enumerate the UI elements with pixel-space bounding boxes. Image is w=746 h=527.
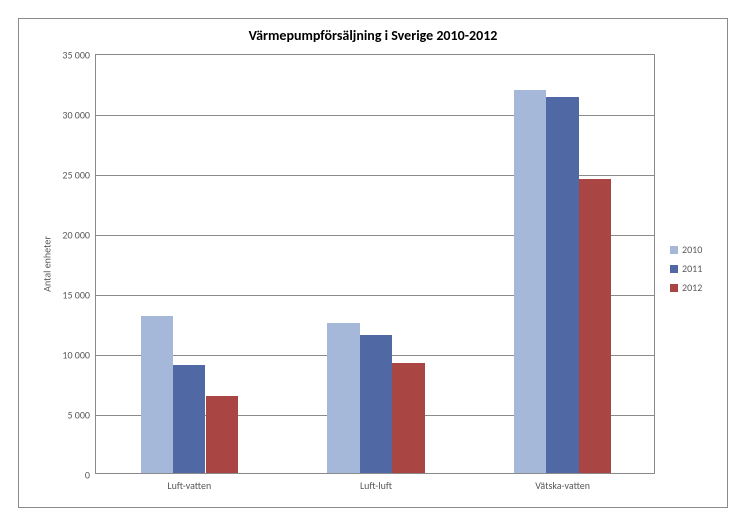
- x-tick-label: Luft-luft: [360, 479, 392, 492]
- y-tick-label: 5 000: [67, 409, 90, 422]
- legend-swatch: [670, 246, 678, 254]
- y-tick-label: 35 000: [62, 49, 90, 62]
- bar: [546, 97, 578, 473]
- legend-item: 2010: [670, 243, 702, 256]
- bar: [514, 90, 546, 473]
- bar: [173, 365, 205, 473]
- bar: [141, 316, 173, 473]
- legend-label: 2012: [682, 281, 702, 294]
- y-tick-label: 15 000: [62, 289, 90, 302]
- legend-item: 2012: [670, 281, 702, 294]
- chart-outer-border: Värmepumpförsäljning i Sverige 2010-2012…: [18, 18, 728, 508]
- bar: [327, 323, 359, 473]
- bar: [579, 179, 611, 473]
- legend: 2010 2011 2012: [670, 237, 702, 300]
- plot-area: 05 00010 00015 00020 00025 00030 00035 0…: [95, 54, 655, 474]
- legend-label: 2011: [682, 262, 702, 275]
- x-tick-label: Vätska-vatten: [535, 479, 590, 492]
- y-tick-label: 20 000: [62, 229, 90, 242]
- legend-label: 2010: [682, 243, 702, 256]
- y-tick-label: 30 000: [62, 109, 90, 122]
- chart-title: Värmepumpförsäljning i Sverige 2010-2012: [19, 27, 727, 44]
- y-tick-label: 10 000: [62, 349, 90, 362]
- y-tick-label: 0: [85, 469, 90, 482]
- bar: [392, 363, 424, 473]
- y-tick-label: 25 000: [62, 169, 90, 182]
- legend-item: 2011: [670, 262, 702, 275]
- legend-swatch: [670, 265, 678, 273]
- legend-swatch: [670, 284, 678, 292]
- x-tick-label: Luft-vatten: [167, 479, 211, 492]
- bar: [360, 335, 392, 473]
- y-axis-label: Antal enheter: [41, 236, 54, 292]
- bar: [206, 396, 238, 473]
